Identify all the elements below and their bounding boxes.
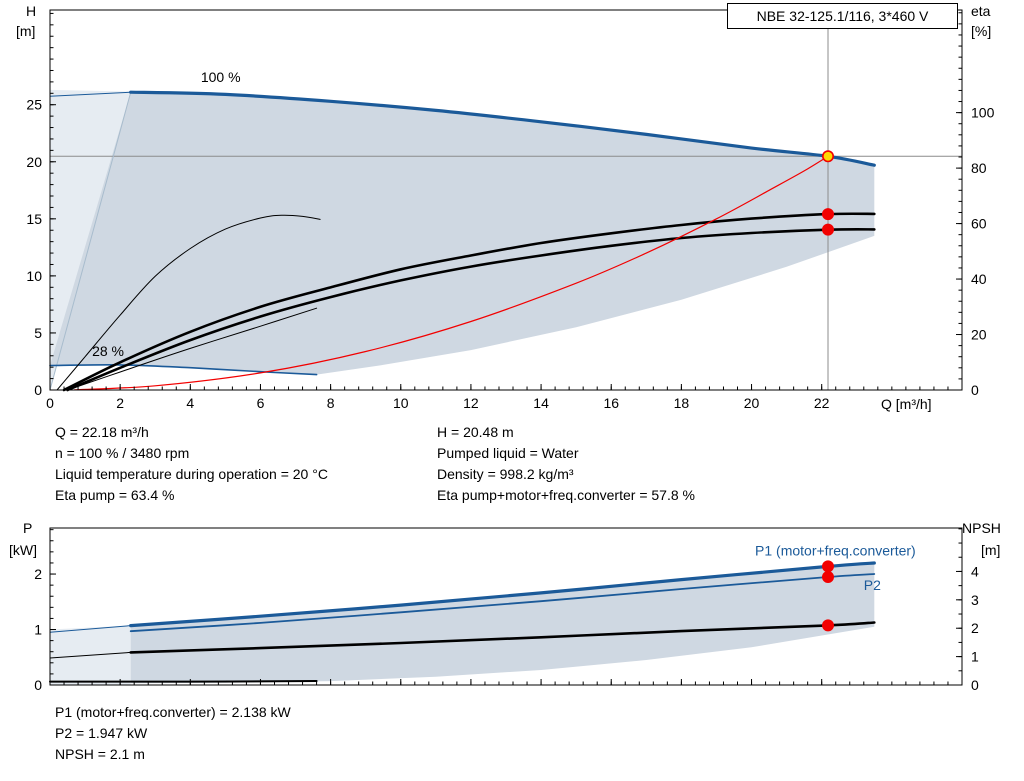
info-eta-pump: Eta pump = 63.4 % [55,487,175,503]
p1-curve [129,561,876,628]
top-chart: 0 2 4 6 8 10 12 14 16 18 20 22 0 5 10 15 20 25 0 20 40 60 80 10… [26,9,995,411]
curve-label: P1 (motor+freq.converter) [755,543,916,559]
duty-parabola [74,155,829,391]
svg-text:10: 10 [26,268,42,284]
info-flow: Q = 22.18 m³/h [55,424,149,440]
svg-text:20: 20 [971,327,987,343]
top-right-axis-title: eta [971,3,991,19]
svg-text:1: 1 [34,622,42,638]
bottom-right-axis-unit: [m] [981,542,1001,558]
svg-text:80: 80 [971,160,987,176]
svg-text:40: 40 [971,271,987,287]
info-temperature: Liquid temperature during operation = 20… [55,466,328,482]
duty-marker [822,570,835,583]
info-head: H = 20.48 m [437,424,514,440]
svg-text:0: 0 [46,395,54,411]
info-p2: P2 = 1.947 kW [55,725,148,741]
bottom-chart: 0 1 2 0 1 2 3 4 P1 (motor+freq.converter) P2 [34,527,979,693]
svg-text:8: 8 [327,395,335,411]
ticks [49,12,963,391]
p2-curve [129,573,876,633]
svg-text:20: 20 [744,395,760,411]
bottom-right-axis-title: NPSH [962,520,1001,536]
x-axis-title: Q [m³/h] [881,396,932,412]
svg-text:15: 15 [26,211,42,227]
svg-text:4: 4 [186,395,194,411]
top-right-axis-unit: [%] [971,23,992,39]
svg-text:5: 5 [34,325,42,341]
svg-text:22: 22 [814,395,830,411]
info-p1: P1 (motor+freq.converter) = 2.138 kW [55,704,291,720]
duty-marker [822,560,835,573]
power-info-column: P1 (motor+freq.converter) = 2.138 kW P2 … [55,702,291,765]
svg-text:0: 0 [34,677,42,693]
svg-text:2: 2 [116,395,124,411]
duty-marker [822,150,835,163]
duty-info-left-column: Q = 22.18 m³/h n = 100 % / 3480 rpm Liqu… [55,422,328,506]
tick-labels: 0 2 4 6 8 10 12 14 16 18 20 22 0 5 10 15 20 25 0 20 40 60 80 10… [26,97,994,411]
bottom-left-axis-title: P [23,520,33,536]
plot-frame [49,527,963,686]
svg-text:4: 4 [971,563,979,579]
svg-text:20: 20 [26,154,42,170]
svg-text:16: 16 [603,395,619,411]
ticks [49,528,963,686]
svg-text:2: 2 [971,620,979,636]
svg-text:1: 1 [971,649,979,665]
svg-text:60: 60 [971,216,987,232]
eta-total-curve [66,228,876,392]
npsh-extension [49,651,132,659]
svg-text:3: 3 [971,592,979,608]
svg-text:0: 0 [34,382,42,398]
pump-model-badge: NBE 32-125.1/116, 3*460 V [727,3,958,29]
svg-text:2: 2 [34,566,42,582]
npsh-curve [129,621,876,654]
duty-marker [822,619,835,632]
npsh-low-speed [49,680,318,683]
region-envelope [50,92,875,375]
curve-label: 100 % [201,69,241,85]
svg-text:100: 100 [971,105,995,121]
info-density: Density = 998.2 kg/m³ [437,466,574,482]
curve-100pct-ext [49,91,132,97]
info-liquid: Pumped liquid = Water [437,445,579,461]
curve-min-speed [49,364,318,376]
svg-text:12: 12 [463,395,479,411]
svg-text:10: 10 [393,395,409,411]
tick-labels: 0 1 2 0 1 2 3 4 [34,563,979,693]
top-left-axis-unit: [m] [16,23,36,39]
info-npsh: NPSH = 2.1 m [55,746,145,762]
bottom-left-axis-unit: [kW] [9,542,37,558]
info-eta-total: Eta pump+motor+freq.converter = 57.8 % [437,487,695,503]
plot-frame [49,9,963,391]
top-left-axis-title: H [26,3,37,19]
p1-extension [49,625,132,633]
eta-pump-curve [62,212,876,392]
info-speed: n = 100 % / 3480 rpm [55,445,190,461]
svg-text:0: 0 [971,677,979,693]
min-flow-line [49,91,132,391]
duty-info-right-column: H = 20.48 m Pumped liquid = Water Densit… [437,422,695,506]
region-envelope [130,563,875,684]
svg-text:14: 14 [533,395,549,411]
curve-label: 28 % [92,343,124,359]
svg-text:18: 18 [674,395,690,411]
curve-label: P2 [864,577,881,593]
svg-text:6: 6 [257,395,265,411]
svg-text:0: 0 [971,382,979,398]
svg-text:25: 25 [26,97,42,113]
curve-100pct [129,90,876,167]
eta-reduced-speed-2 [67,307,318,391]
eta-reduced-speed [56,214,321,391]
duty-marker [822,223,835,236]
duty-marker [822,208,835,221]
